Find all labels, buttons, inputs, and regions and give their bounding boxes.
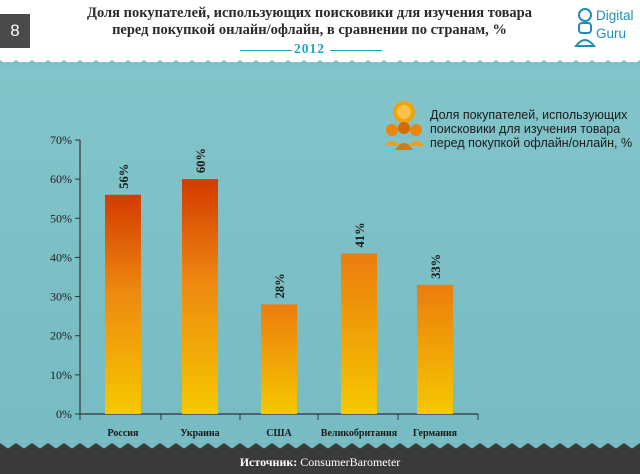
source-label: Источник: (239, 455, 298, 469)
legend-line-1: Доля покупателей, использующих (430, 108, 628, 122)
legend-line-2: поисковики для изучения товара (430, 122, 621, 136)
legend-line-3: перед покупкой офлайн/онлайн, % (430, 136, 633, 150)
value-label: 60% (194, 148, 208, 173)
y-tick-label: 60% (50, 172, 72, 186)
category-label: Германия (413, 428, 458, 439)
digital-guru-logo (573, 6, 638, 54)
value-label: 41% (353, 223, 367, 248)
logo-text-digital: Digital (596, 8, 634, 23)
torn-edge-top (0, 60, 640, 68)
subtitle-rule-left (240, 50, 292, 51)
guru-figure-icon (573, 8, 597, 47)
title-line-1: Доля покупателей, использующих поисковик… (87, 5, 532, 21)
category-label: Украина (180, 428, 219, 439)
value-label: 33% (429, 254, 443, 279)
bar (417, 284, 453, 414)
logo-text-guru: Guru (596, 26, 627, 41)
value-label: 56% (117, 164, 131, 189)
y-tick-label: 0% (56, 407, 72, 421)
subtitle-rule-right (330, 50, 382, 51)
y-tick-label: 30% (50, 290, 72, 304)
y-tick-label: 50% (50, 211, 72, 225)
category-label: Россия (108, 428, 139, 439)
chart-title: Доля покупателей, использующих поисковик… (52, 5, 567, 39)
y-tick-label: 70% (50, 133, 72, 147)
source-value: ConsumerBarometer (300, 455, 401, 469)
header: 8 Доля покупателей, использующих поисков… (0, 0, 640, 62)
category-label: США (266, 428, 292, 439)
bar (182, 179, 218, 414)
chart-subtitle: 2012 (294, 41, 325, 56)
title-line-2: перед покупкой онлайн/офлайн, в сравнени… (112, 22, 507, 38)
y-tick-label: 10% (50, 368, 72, 382)
y-tick-label: 20% (50, 329, 72, 343)
bar-chart: 0% 10% 20% 30% 40% 50% 60% 70% 56% Россия 60% Укра… (50, 133, 479, 439)
legend: Доля покупателей, использующих поисковик… (430, 108, 635, 150)
bar (261, 304, 297, 414)
footer-source: Источник: ConsumerBarometer (0, 450, 640, 474)
bar (105, 194, 141, 414)
value-label: 28% (273, 273, 287, 298)
people-group-icon (384, 101, 424, 150)
bar (341, 253, 377, 414)
category-label: Великобритания (321, 428, 398, 439)
y-tick-label: 40% (50, 250, 72, 264)
page-number: 8 (0, 14, 30, 48)
torn-edge-bottom (0, 443, 640, 451)
